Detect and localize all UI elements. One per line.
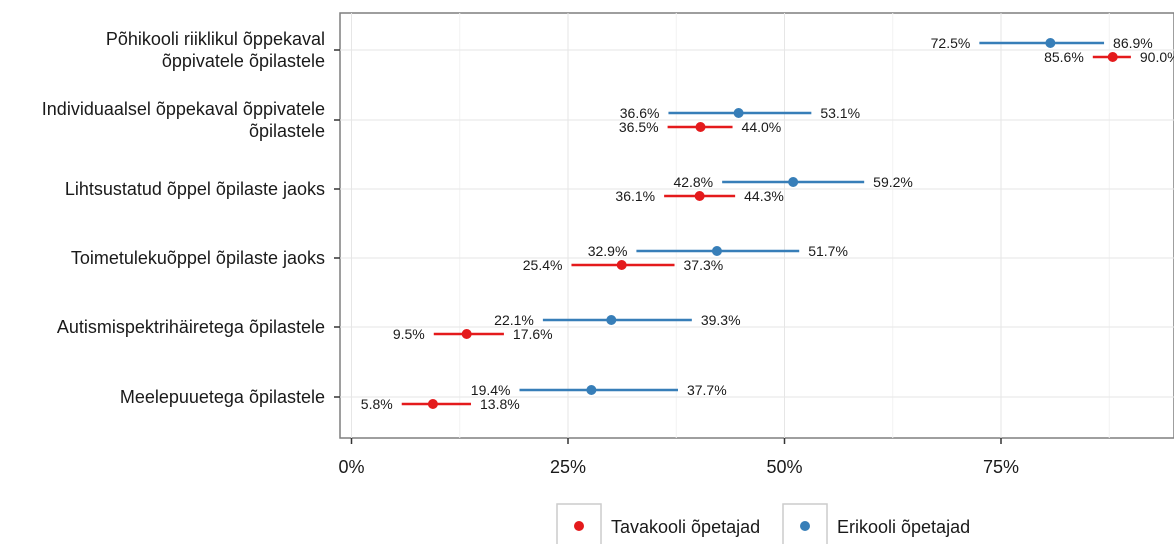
low-value-label: 36.6% <box>620 105 660 121</box>
low-value-label: 42.8% <box>673 174 713 190</box>
x-tick-label: 50% <box>766 457 802 477</box>
point-marker <box>606 315 617 325</box>
low-value-label: 36.1% <box>615 188 655 204</box>
point-marker <box>694 191 705 201</box>
point-marker <box>1045 38 1056 48</box>
low-value-label: 5.8% <box>361 396 393 412</box>
legend-label-tavakooli: Tavakooli õpetajad <box>611 517 760 537</box>
category-label: Individuaalsel õppekaval õppivatele <box>42 99 325 119</box>
high-value-label: 51.7% <box>808 243 848 259</box>
point-marker <box>695 122 706 132</box>
point-marker <box>586 385 597 395</box>
low-value-label: 22.1% <box>494 312 534 328</box>
legend-label-erikooli: Erikooli õpetajad <box>837 517 970 537</box>
data-marks: 72.5% 86.9% 36.6% 53.1% 42.8% 59.2% 32.9% 51.7%… <box>361 35 1174 412</box>
high-value-label: 59.2% <box>873 174 913 190</box>
high-value-label: 13.8% <box>480 396 520 412</box>
point-marker <box>711 246 722 256</box>
x-tick-label: 75% <box>983 457 1019 477</box>
low-value-label: 25.4% <box>523 257 563 273</box>
low-value-label: 72.5% <box>931 35 971 51</box>
low-value-label: 9.5% <box>393 326 425 342</box>
high-value-label: 37.7% <box>687 382 727 398</box>
x-tick-label: 25% <box>550 457 586 477</box>
high-value-label: 86.9% <box>1113 35 1153 51</box>
point-marker <box>427 399 438 409</box>
legend-dot-erikooli <box>800 521 810 531</box>
low-value-label: 32.9% <box>588 243 628 259</box>
point-marker <box>616 260 627 270</box>
plot-panel <box>339 12 1174 439</box>
high-value-label: 90.0% <box>1140 49 1174 65</box>
point-marker <box>1107 52 1118 62</box>
low-value-label: 19.4% <box>471 382 511 398</box>
high-value-label: 44.0% <box>742 119 782 135</box>
low-value-label: 36.5% <box>619 119 659 135</box>
category-label: õpilastele <box>249 121 325 141</box>
high-value-label: 53.1% <box>820 105 860 121</box>
grid <box>340 13 1174 438</box>
legend: Tavakooli õpetajad Erikooli õpetajad <box>556 503 970 544</box>
category-label: Meelepuuetega õpilastele <box>120 387 325 407</box>
category-label: Autismispektrihäiretega õpilastele <box>57 317 325 337</box>
point-marker <box>461 329 472 339</box>
point-marker <box>733 108 744 118</box>
low-value-label: 85.6% <box>1044 49 1084 65</box>
axis-ticks: 0% 25% 50% 75% Põhikooli riiklikul õppekaval… <box>42 29 1019 477</box>
point-marker <box>788 177 799 187</box>
high-value-label: 44.3% <box>744 188 784 204</box>
high-value-label: 39.3% <box>701 312 741 328</box>
high-value-label: 37.3% <box>684 257 724 273</box>
x-tick-label: 0% <box>338 457 364 477</box>
category-label: Lihtsustatud õppel õpilaste jaoks <box>65 179 325 199</box>
category-label: õppivatele õpilastele <box>162 51 325 71</box>
high-value-label: 17.6% <box>513 326 553 342</box>
legend-dot-tavakooli <box>574 521 584 531</box>
category-label: Põhikooli riiklikul õppekaval <box>106 29 325 49</box>
category-label: Toimetulekuõppel õpilaste jaoks <box>71 248 325 268</box>
